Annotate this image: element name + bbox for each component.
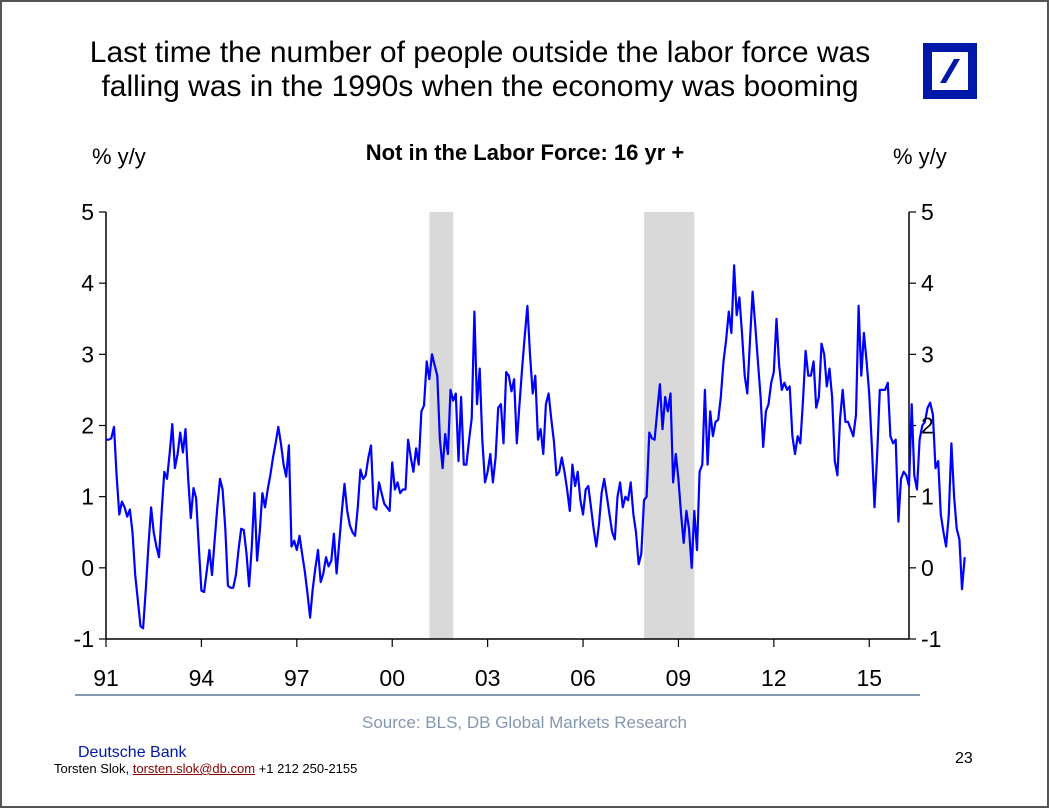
deutsche-bank-logo-icon xyxy=(923,43,977,99)
y-tick-label-left: -1 xyxy=(74,626,94,652)
author-name: Torsten Slok, xyxy=(54,761,133,776)
y-tick-label-right: 4 xyxy=(921,270,934,296)
brand-name: Deutsche Bank xyxy=(78,744,187,761)
y-tick-label-left: 1 xyxy=(81,484,94,510)
x-tick-label: 91 xyxy=(93,665,119,691)
axes xyxy=(99,211,916,647)
x-tick-label: 94 xyxy=(189,665,215,691)
line-chart: -1 -10 01 12 23 34 45 591 94 97 00 03 06 09 12 15 xyxy=(74,199,966,691)
y-tick-label-right: 1 xyxy=(921,484,934,510)
source-note: Source: BLS, DB Global Markets Research xyxy=(361,713,688,732)
y-tick-label-right: 2 xyxy=(921,413,934,439)
y-tick-label-right: 0 xyxy=(921,555,934,581)
x-tick-label: 97 xyxy=(284,665,310,691)
series-layer xyxy=(106,264,966,630)
y-tick-label-left: 3 xyxy=(81,341,94,367)
author-phone: +1 212 250-2155 xyxy=(255,761,358,776)
x-tick-label: 03 xyxy=(475,665,501,691)
slide-title: Last time the number of people outside t… xyxy=(40,36,920,104)
recession-bar xyxy=(644,212,695,639)
y-tick-label-left: 5 xyxy=(81,199,94,225)
author-email-link[interactable]: torsten.slok@db.com xyxy=(132,761,256,776)
y-tick-label-left: 4 xyxy=(81,270,94,296)
recession-bar xyxy=(429,212,454,639)
x-tick-label: 15 xyxy=(856,665,882,691)
y-axis-label-right: % y/y xyxy=(893,144,947,169)
x-tick-label: 06 xyxy=(570,665,596,691)
y-tick-label-left: 2 xyxy=(81,413,94,439)
tick-labels: -1 -10 01 12 23 34 45 591 94 97 00 03 06 09 12 15 xyxy=(74,199,942,691)
slide-title-line-2: falling was in the 1990s when the econom… xyxy=(101,70,859,103)
author-contact: Torsten Slok, torsten.slok@db.com +1 212… xyxy=(54,761,357,776)
x-tick-label: 09 xyxy=(666,665,692,691)
y-tick-label-left: 0 xyxy=(81,555,94,581)
x-tick-label: 12 xyxy=(761,665,787,691)
y-axis-label-left: % y/y xyxy=(92,144,146,169)
y-tick-label-right: 5 xyxy=(921,199,934,225)
slide-title-line-1: Last time the number of people outside t… xyxy=(89,36,871,69)
separator-line xyxy=(75,694,920,696)
y-tick-label-right: -1 xyxy=(921,626,941,652)
y-tick-label-right: 3 xyxy=(921,341,934,367)
page-number: 23 xyxy=(955,750,973,767)
chart-title: Not in the Labor Force: 16 yr + xyxy=(365,140,685,165)
x-tick-label: 00 xyxy=(379,665,405,691)
series-line xyxy=(106,264,966,630)
recession-shading xyxy=(429,212,695,639)
